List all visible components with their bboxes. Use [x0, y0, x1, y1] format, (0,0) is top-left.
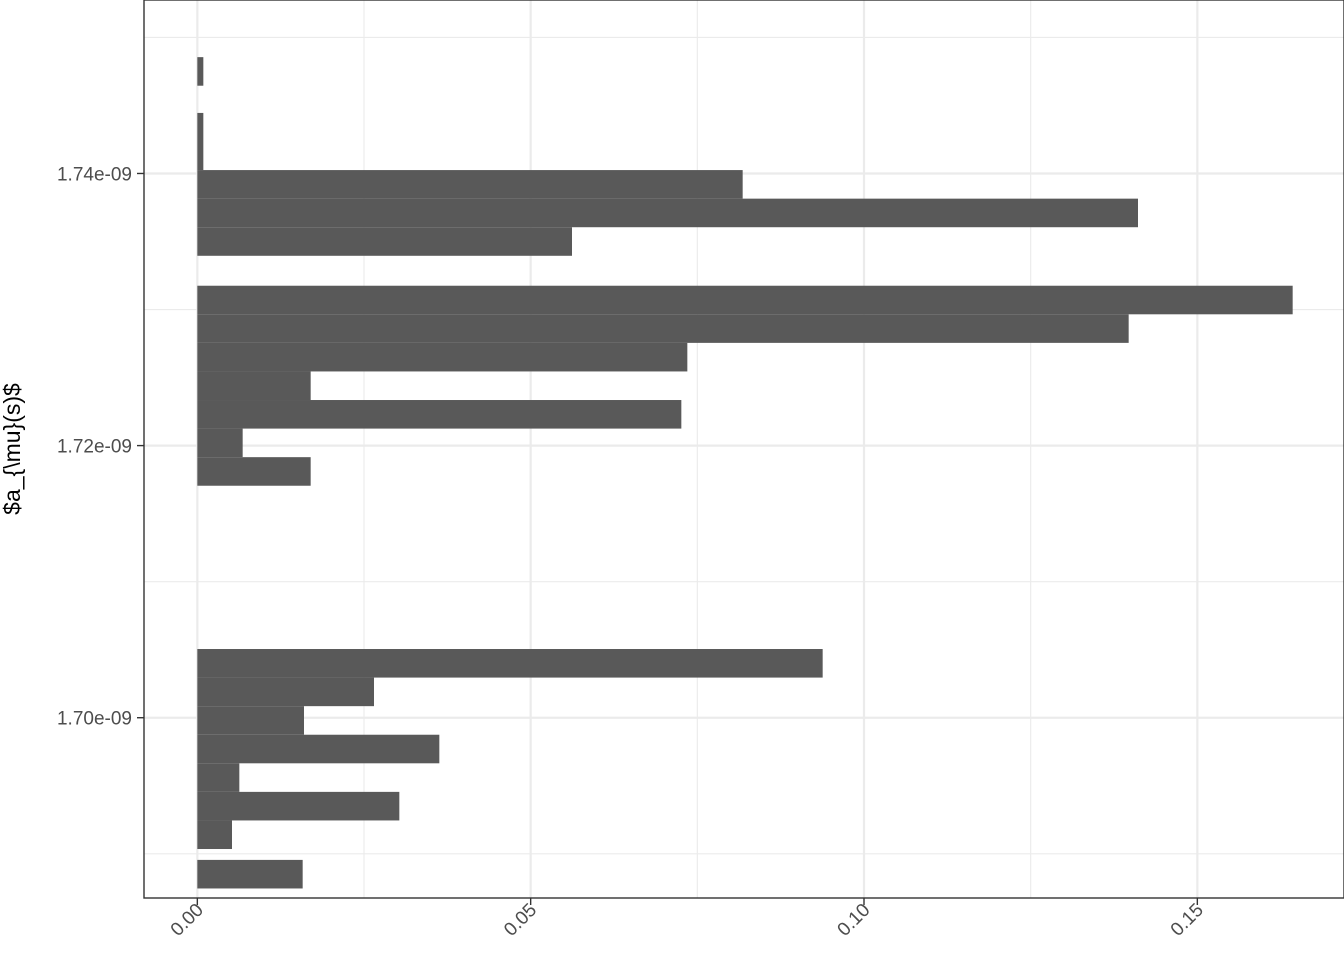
histogram-bar	[197, 170, 743, 199]
y-tick-label: 1.72e-09	[57, 437, 132, 458]
histogram-bar	[197, 285, 1293, 315]
histogram-bar	[197, 677, 374, 707]
histogram-bar	[197, 820, 232, 850]
bars	[197, 57, 1293, 889]
histogram-bar	[197, 859, 303, 889]
histogram-bar	[197, 791, 400, 821]
histogram-bar	[197, 400, 682, 429]
histogram-bar	[197, 457, 311, 486]
x-tick-label: 0.10	[834, 900, 875, 941]
histogram-bar	[197, 649, 823, 678]
histogram-bar	[197, 734, 440, 764]
histogram-bar	[197, 57, 204, 86]
histogram-bar	[197, 706, 304, 735]
histogram-bar	[197, 141, 204, 171]
histogram-bar	[197, 428, 243, 458]
x-tick-label: 0.00	[167, 900, 208, 941]
y-tick-label: 1.74e-09	[57, 164, 132, 185]
plot-panel	[143, 0, 1344, 899]
y-tick-label: 1.70e-09	[57, 709, 132, 730]
histogram-bar	[197, 763, 240, 792]
histogram-bar	[197, 198, 1139, 228]
histogram-bar	[197, 314, 1129, 343]
y-axis: 1.70e-09 1.72e-09 1.74e-09	[57, 164, 144, 730]
x-tick-label: 0.15	[1167, 900, 1208, 941]
x-axis: 0.00 0.05 0.10 0.15	[167, 898, 1208, 941]
histogram-bar	[197, 112, 204, 142]
y-axis-title: $a_{\mu}(s)$	[0, 383, 25, 515]
panel-border	[143, 0, 1344, 899]
histogram-bar	[197, 371, 311, 401]
histogram-bar	[197, 227, 573, 256]
histogram-bar	[197, 342, 688, 372]
x-tick-label: 0.05	[500, 900, 541, 941]
